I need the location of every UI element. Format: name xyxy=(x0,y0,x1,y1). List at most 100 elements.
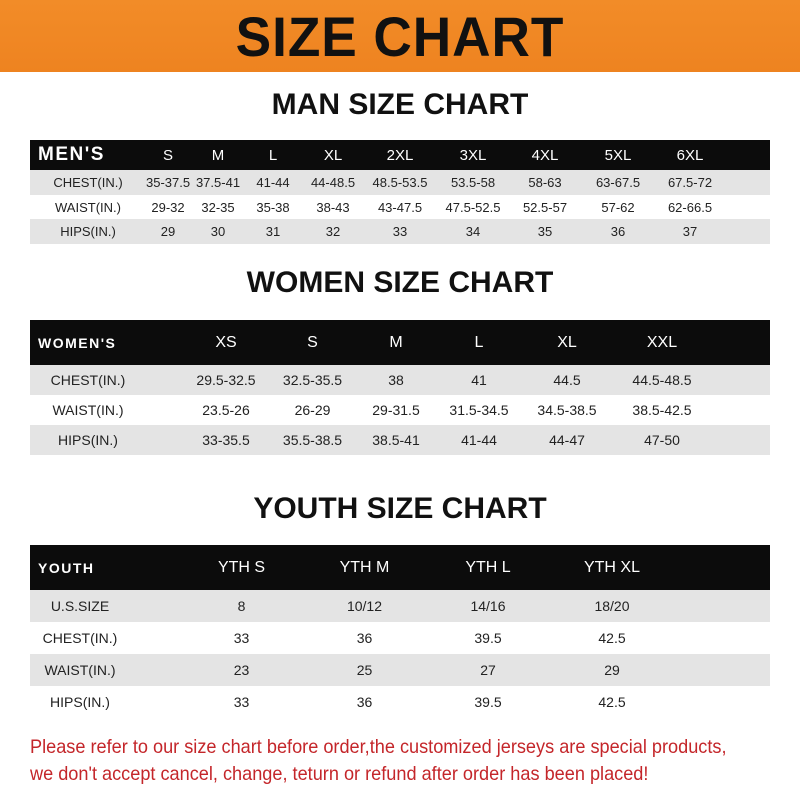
row-label: WAIST(IN.) xyxy=(55,199,121,215)
size-column-header: 5XL xyxy=(604,146,632,164)
measurement-cell: 37.5-41 xyxy=(195,174,241,190)
measurement-cell: 35.5-38.5 xyxy=(282,432,343,448)
measurement-cell: 25 xyxy=(356,662,373,678)
row-label: HIPS(IN.) xyxy=(58,432,118,448)
size-column-header: YTH XL xyxy=(583,558,640,576)
measurement-cell: 41-44 xyxy=(256,174,290,190)
size-column-header: L xyxy=(474,333,484,351)
measurement-cell: 52.5-57 xyxy=(522,199,568,215)
notice-line: we don't accept cancel, change, teturn o… xyxy=(30,763,649,785)
size-column-header: 2XL xyxy=(386,146,414,164)
measurement-cell: 38 xyxy=(388,372,404,388)
measurement-cell: 62-66.5 xyxy=(667,199,713,215)
size-column-header: S xyxy=(307,333,318,351)
table-row: HIPS(IN.) 29 30 31 32 33 34 35 36 37 xyxy=(30,219,770,245)
measurement-cell: 41-44 xyxy=(461,432,497,448)
size-chart-banner: SIZE CHART xyxy=(0,0,800,72)
notice-line: Please refer to our size chart before or… xyxy=(30,736,727,758)
measurement-cell: 33-35.5 xyxy=(202,432,250,448)
women-section-title: WOMEN SIZE CHART xyxy=(246,266,554,299)
table-row: U.S.SIZE 8 10/12 14/16 18/20 xyxy=(30,590,770,622)
measurement-cell: 43-47.5 xyxy=(377,199,423,215)
measurement-cell: 30 xyxy=(210,224,226,240)
table-row: HIPS(IN.) 33-35.5 35.5-38.5 38.5-41 41-44 44-… xyxy=(30,425,770,455)
youth-size-table: YOUTH YTH S YTH M YTH L YTH XL U.S.SIZE 8 10/12… xyxy=(30,545,770,718)
measurement-cell: 27 xyxy=(480,662,496,678)
measurement-cell: 35-38 xyxy=(256,199,290,215)
row-label: HIPS(IN.) xyxy=(50,694,110,710)
row-label: U.S.SIZE xyxy=(50,598,110,614)
measurement-cell: 33 xyxy=(233,694,250,710)
measurement-cell: 32.5-35.5 xyxy=(282,372,343,388)
table-row: WAIST(IN.) 29-32 32-35 35-38 38-43 43-47.5 47.… xyxy=(30,194,770,220)
measurement-cell: 58-63 xyxy=(528,174,562,190)
table-header-row: YOUTH YTH S YTH M YTH L YTH XL xyxy=(30,545,770,590)
measurement-cell: 26-29 xyxy=(294,402,331,418)
measurement-cell: 38-43 xyxy=(316,199,350,215)
measurement-cell: 36 xyxy=(356,630,373,646)
measurement-cell: 29.5-32.5 xyxy=(196,372,256,388)
size-column-header: 6XL xyxy=(676,146,704,164)
measurement-cell: 35-37.5 xyxy=(146,174,191,190)
table-header-row: MEN'S S M L XL 2XL 3XL 4XL 5XL 6XL xyxy=(30,140,770,170)
measurement-cell: 63-67.5 xyxy=(595,174,641,190)
measurement-cell: 29 xyxy=(160,224,176,240)
size-column-header: S xyxy=(162,146,173,164)
measurement-cell: 47-50 xyxy=(644,432,680,448)
size-column-header: YTH S xyxy=(217,558,266,576)
men-size-table: MEN'S S M L XL 2XL 3XL 4XL 5XL 6XL CHEST(IN.) 35-37… xyxy=(30,140,770,245)
measurement-cell: 41 xyxy=(471,372,487,388)
measurement-cell: 33 xyxy=(233,630,250,646)
table-header-label: YOUTH xyxy=(38,559,95,576)
measurement-cell: 67.5-72 xyxy=(667,174,713,190)
row-label: CHEST(IN.) xyxy=(42,630,118,646)
measurement-cell: 33 xyxy=(392,224,408,240)
measurement-cell: 36 xyxy=(356,694,373,710)
measurement-cell: 39.5 xyxy=(474,630,502,646)
measurement-cell: 18/20 xyxy=(594,598,630,614)
row-label: CHEST(IN.) xyxy=(53,174,123,190)
measurement-cell: 36 xyxy=(610,224,626,240)
measurement-cell: 37 xyxy=(682,224,698,240)
table-row: CHEST(IN.) 33 36 39.5 42.5 xyxy=(30,622,770,654)
youth-section-title: YOUTH SIZE CHART xyxy=(253,492,547,525)
size-column-header: L xyxy=(268,146,278,164)
men-section-title: MAN SIZE CHART xyxy=(271,88,529,121)
size-column-header: XL xyxy=(557,333,577,351)
measurement-cell: 29-32 xyxy=(151,199,185,215)
banner-title: SIZE CHART xyxy=(235,4,565,68)
size-column-header: XL xyxy=(323,146,343,164)
measurement-cell: 44.5-48.5 xyxy=(632,372,692,388)
measurement-cell: 39.5 xyxy=(474,694,502,710)
measurement-cell: 31 xyxy=(265,224,281,240)
measurement-cell: 29-31.5 xyxy=(372,402,420,418)
measurement-cell: 57-62 xyxy=(601,199,635,215)
size-column-header: 4XL xyxy=(531,146,559,164)
measurement-cell: 23 xyxy=(233,662,250,678)
measurement-cell: 44-48.5 xyxy=(310,174,356,190)
size-column-header: XS xyxy=(215,333,237,351)
table-row: CHEST(IN.) 35-37.5 37.5-41 41-44 44-48.5 48.5… xyxy=(30,170,770,195)
table-header-label: WOMEN'S xyxy=(38,334,117,351)
size-column-header: YTH L xyxy=(465,558,511,576)
measurement-cell: 44.5 xyxy=(553,372,581,388)
row-label: WAIST(IN.) xyxy=(44,662,116,678)
measurement-cell: 14/16 xyxy=(470,598,506,614)
measurement-cell: 47.5-52.5 xyxy=(445,199,501,215)
measurement-cell: 32 xyxy=(325,224,341,240)
measurement-cell: 42.5 xyxy=(598,694,626,710)
measurement-cell: 38.5-41 xyxy=(372,432,420,448)
size-column-header: YTH M xyxy=(339,558,390,576)
table-row: WAIST(IN.) 23 25 27 29 xyxy=(30,654,770,686)
measurement-cell: 29 xyxy=(604,662,620,678)
measurement-cell: 10/12 xyxy=(346,598,383,614)
measurement-cell: 34.5-38.5 xyxy=(537,402,597,418)
measurement-cell: 23.5-26 xyxy=(202,402,250,418)
measurement-cell: 38.5-42.5 xyxy=(632,402,692,418)
measurement-cell: 34 xyxy=(465,224,481,240)
size-column-header: 3XL xyxy=(459,146,487,164)
measurement-cell: 44-47 xyxy=(549,432,585,448)
size-column-header: M xyxy=(389,333,403,351)
row-label: HIPS(IN.) xyxy=(60,224,116,240)
row-label: WAIST(IN.) xyxy=(52,402,124,418)
